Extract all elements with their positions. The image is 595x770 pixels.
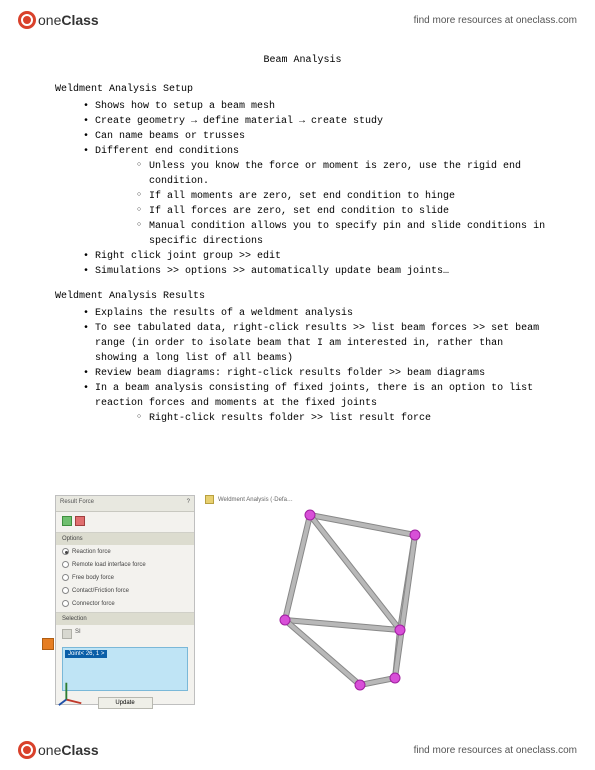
section1-sublist: Unless you know the force or moment is z… xyxy=(95,159,550,249)
opt-label: Connector force xyxy=(72,601,115,607)
section1-list: Shows how to setup a beam mesh Create ge… xyxy=(55,99,550,279)
document-body: Beam Analysis Weldment Analysis Setup Sh… xyxy=(55,55,550,426)
opt-remote-load[interactable]: Remote load interface force xyxy=(56,558,194,571)
radio-icon xyxy=(62,561,69,568)
brand-part1: one xyxy=(38,12,61,28)
list-item: Explains the results of a weldment analy… xyxy=(83,306,550,321)
resources-link-bottom[interactable]: find more resources at oneclass.com xyxy=(414,745,577,756)
list-item: If all forces are zero, set end conditio… xyxy=(137,204,550,219)
view-triad-icon xyxy=(57,679,85,707)
opt-connector-force[interactable]: Connector force xyxy=(56,597,194,610)
ok-icon[interactable] xyxy=(62,516,72,526)
update-button[interactable]: Update xyxy=(98,697,153,709)
list-item-label: Different end conditions xyxy=(95,146,239,157)
panel-title: Result Force xyxy=(60,499,94,508)
list-item-label: In a beam analysis consisting of fixed j… xyxy=(95,383,533,409)
radio-icon xyxy=(62,548,69,555)
opt-reaction-force[interactable]: Reaction force xyxy=(56,545,194,558)
result-force-panel: Result Force ? Options Reaction force Re… xyxy=(55,495,195,705)
selection-header: Selection xyxy=(56,613,194,625)
cancel-icon[interactable] xyxy=(75,516,85,526)
brand-text: oneClass xyxy=(38,12,99,28)
brand-circle-icon xyxy=(18,741,36,759)
list-item: If all moments are zero, set end conditi… xyxy=(137,189,550,204)
list-item: Different end conditions Unless you know… xyxy=(83,144,550,249)
list-item: Right-click results folder >> list resul… xyxy=(137,411,550,426)
list-item: Review beam diagrams: right-click result… xyxy=(83,366,550,381)
opt-contact-friction[interactable]: Contact/Friction force xyxy=(56,584,194,597)
resources-link-top[interactable]: find more resources at oneclass.com xyxy=(414,15,577,26)
list-item: In a beam analysis consisting of fixed j… xyxy=(83,381,550,426)
figure-area: Weldment Analysis (·Defa… Result Force ?… xyxy=(55,495,535,715)
opt-label: Free body force xyxy=(72,575,114,581)
list-item: Can name beams or trusses xyxy=(83,129,550,144)
list-item: Unless you know the force or moment is z… xyxy=(137,159,550,189)
panel-confirm-row xyxy=(56,512,194,530)
radio-icon xyxy=(62,587,69,594)
truss-diagram xyxy=(250,500,470,700)
brand-logo-header: oneClass xyxy=(18,11,99,29)
list-item: Create geometry → define material → crea… xyxy=(83,114,550,129)
section2-sublist: Right-click results folder >> list resul… xyxy=(95,411,550,426)
radio-icon xyxy=(62,600,69,607)
section2-list: Explains the results of a weldment analy… xyxy=(55,306,550,426)
brand-part1: one xyxy=(38,742,61,758)
unit-label: SI xyxy=(75,629,81,639)
list-item: Manual condition allows you to specify p… xyxy=(137,219,550,249)
study-icon xyxy=(205,495,214,504)
options-header: Options xyxy=(56,533,194,545)
brand-logo-footer: oneClass xyxy=(18,741,99,759)
section1-heading: Weldment Analysis Setup xyxy=(55,84,550,95)
list-item: Right click joint group >> edit xyxy=(83,249,550,264)
opt-free-body[interactable]: Free body force xyxy=(56,571,194,584)
opt-label: Remote load interface force xyxy=(72,562,146,568)
page-title: Beam Analysis xyxy=(55,55,550,66)
list-item: Shows how to setup a beam mesh xyxy=(83,99,550,114)
unit-icon[interactable] xyxy=(62,629,72,639)
brand-text: oneClass xyxy=(38,742,99,758)
radio-icon xyxy=(62,574,69,581)
panel-help-icon[interactable]: ? xyxy=(187,499,190,508)
brand-part2: Class xyxy=(61,12,98,28)
list-item: To see tabulated data, right-click resul… xyxy=(83,321,550,366)
list-item: Simulations >> options >> automatically … xyxy=(83,264,550,279)
section2-heading: Weldment Analysis Results xyxy=(55,291,550,302)
brand-circle-icon xyxy=(18,11,36,29)
opt-label: Reaction force xyxy=(72,549,111,555)
selected-joint[interactable]: Joint< 26, 1 > xyxy=(65,650,107,658)
brand-part2: Class xyxy=(61,742,98,758)
opt-label: Contact/Friction force xyxy=(72,588,129,594)
feature-tree-icon[interactable] xyxy=(42,638,54,650)
panel-header: Result Force ? xyxy=(56,496,194,512)
